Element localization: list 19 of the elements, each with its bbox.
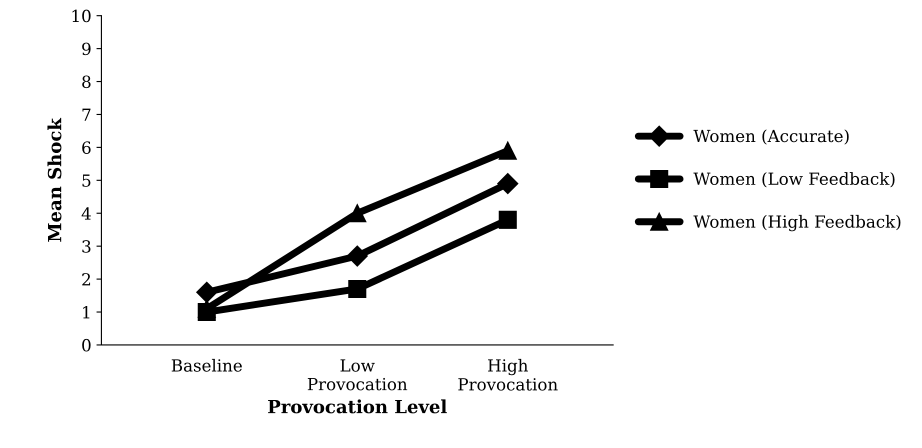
legend-label: Women (Low Feedback) — [693, 172, 895, 188]
x-axis-title: Provocation Level — [268, 399, 447, 414]
y-tick-label: 10 — [72, 10, 91, 22]
legend-label: Women (Accurate) — [693, 129, 849, 145]
y-tick-label: 8 — [82, 76, 91, 88]
legend-label: Women (High Feedback) — [693, 214, 900, 232]
y-tick-label: 7 — [82, 108, 90, 121]
y-tick-label: 1 — [83, 306, 90, 318]
y-axis-title: Mean Shock — [47, 118, 62, 242]
y-tick-label: 2 — [82, 273, 90, 286]
y-tick-label: 3 — [82, 240, 90, 253]
x-tick-label: Baseline — [172, 358, 242, 372]
y-tick-label: 9 — [82, 42, 91, 56]
y-tick-label: 5 — [82, 174, 90, 187]
x-tick-label: Low Provocation — [308, 359, 408, 390]
y-tick-label: 4 — [82, 207, 91, 220]
y-tick-label: 0 — [82, 338, 91, 352]
x-tick-label: High Provocation — [458, 358, 558, 391]
y-tick-label: 6 — [82, 141, 91, 154]
